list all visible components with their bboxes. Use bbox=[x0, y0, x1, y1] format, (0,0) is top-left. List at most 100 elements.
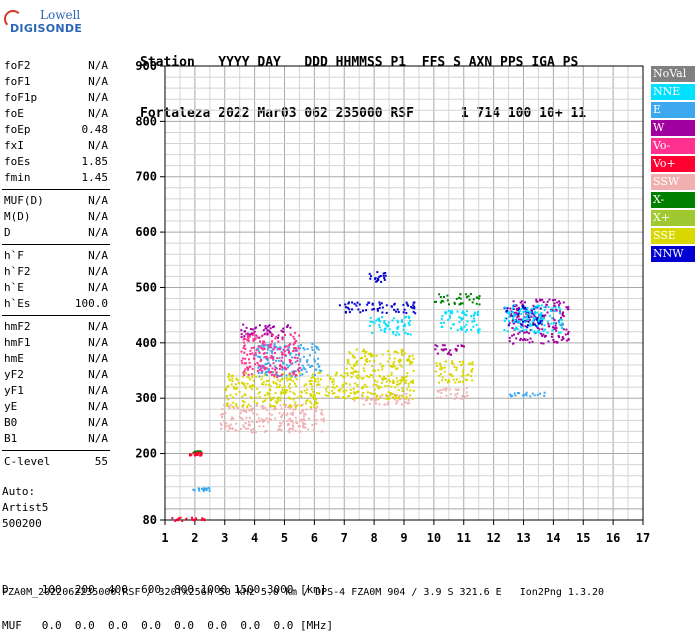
echo-point bbox=[318, 369, 321, 372]
echo-point bbox=[288, 346, 291, 349]
echo-point bbox=[353, 364, 356, 367]
echo-point bbox=[456, 344, 459, 347]
echo-point bbox=[202, 488, 205, 490]
echo-point bbox=[377, 279, 380, 282]
echo-point bbox=[288, 387, 291, 390]
echo-point bbox=[396, 394, 399, 397]
echo-point bbox=[276, 386, 278, 389]
echo-point bbox=[460, 318, 463, 321]
echo-point bbox=[529, 314, 531, 317]
echo-point bbox=[294, 408, 297, 411]
echo-point bbox=[280, 373, 283, 376]
echo-point bbox=[248, 416, 251, 419]
echo-point bbox=[257, 366, 260, 369]
echo-point bbox=[391, 305, 393, 308]
echo-point bbox=[396, 331, 399, 334]
echo-point bbox=[400, 376, 403, 379]
echo-point bbox=[406, 402, 409, 404]
echo-point bbox=[284, 334, 286, 336]
echo-point bbox=[451, 310, 454, 313]
echo-point bbox=[374, 379, 376, 382]
echo-point bbox=[242, 403, 245, 406]
param-value: N/A bbox=[88, 194, 108, 207]
echo-point bbox=[227, 424, 230, 427]
echo-point bbox=[302, 347, 305, 349]
echo-point bbox=[248, 421, 250, 424]
echo-point bbox=[558, 336, 560, 339]
echo-point bbox=[261, 419, 264, 422]
echo-point bbox=[533, 306, 536, 309]
echo-point bbox=[275, 402, 278, 405]
echo-point bbox=[246, 336, 249, 339]
echo-point bbox=[381, 393, 384, 396]
echo-point bbox=[269, 363, 272, 366]
echo-point bbox=[311, 349, 314, 351]
echo-point bbox=[302, 424, 305, 426]
echo-point bbox=[243, 335, 246, 338]
echo-point bbox=[412, 389, 415, 392]
echo-point bbox=[311, 342, 314, 345]
echo-point bbox=[411, 361, 414, 363]
legend-item: X- bbox=[651, 192, 695, 208]
echo-point bbox=[314, 360, 317, 363]
echo-point bbox=[407, 333, 410, 335]
echo-point bbox=[449, 349, 452, 352]
echo-point bbox=[444, 311, 447, 314]
echo-point bbox=[249, 385, 251, 388]
echo-point bbox=[459, 302, 462, 305]
echo-point bbox=[366, 391, 369, 394]
param-value: 1.45 bbox=[81, 171, 109, 184]
echo-point bbox=[306, 360, 308, 363]
echo-point bbox=[296, 404, 299, 407]
echo-point bbox=[254, 431, 257, 434]
echo-point bbox=[440, 322, 443, 325]
echo-point bbox=[243, 426, 246, 428]
echo-point bbox=[315, 409, 318, 412]
echo-point bbox=[251, 328, 254, 331]
echo-point bbox=[399, 382, 402, 385]
echo-point bbox=[208, 489, 211, 492]
param-separator bbox=[2, 315, 110, 316]
echo-point bbox=[508, 313, 511, 316]
echo-point bbox=[287, 348, 290, 351]
echo-point bbox=[325, 387, 328, 390]
echo-point bbox=[539, 392, 541, 395]
echo-point bbox=[370, 275, 372, 278]
param-value: N/A bbox=[88, 432, 108, 445]
echo-point bbox=[527, 316, 530, 319]
echo-point bbox=[262, 420, 265, 423]
echo-point bbox=[364, 363, 366, 366]
echo-point bbox=[304, 422, 307, 425]
echo-point bbox=[237, 382, 240, 385]
echo-point bbox=[254, 334, 257, 337]
echo-point bbox=[405, 311, 408, 314]
echo-point bbox=[539, 322, 542, 324]
echo-point bbox=[522, 320, 524, 323]
echo-point bbox=[443, 366, 446, 369]
echo-point bbox=[553, 322, 556, 325]
echo-point bbox=[229, 404, 232, 407]
echo-point bbox=[274, 400, 277, 403]
echo-point bbox=[517, 312, 520, 315]
param-key: hmE bbox=[4, 352, 24, 365]
echo-point bbox=[525, 331, 528, 334]
echo-point bbox=[245, 411, 248, 414]
echo-point bbox=[242, 347, 245, 349]
echo-point bbox=[310, 377, 313, 380]
echo-point bbox=[398, 361, 401, 364]
echo-point bbox=[293, 393, 296, 396]
echo-point bbox=[524, 321, 527, 324]
echo-point bbox=[312, 429, 315, 432]
echo-point bbox=[519, 318, 522, 321]
echo-point bbox=[399, 363, 402, 366]
y-tick-label: 80 bbox=[143, 513, 157, 527]
echo-point bbox=[288, 359, 291, 361]
echo-point bbox=[331, 386, 334, 389]
echo-point bbox=[359, 311, 362, 314]
echo-point bbox=[436, 396, 439, 399]
echo-point bbox=[378, 326, 381, 329]
echo-point bbox=[264, 356, 267, 358]
echo-point bbox=[316, 402, 319, 405]
echo-point bbox=[387, 360, 389, 363]
echo-point bbox=[275, 335, 278, 338]
